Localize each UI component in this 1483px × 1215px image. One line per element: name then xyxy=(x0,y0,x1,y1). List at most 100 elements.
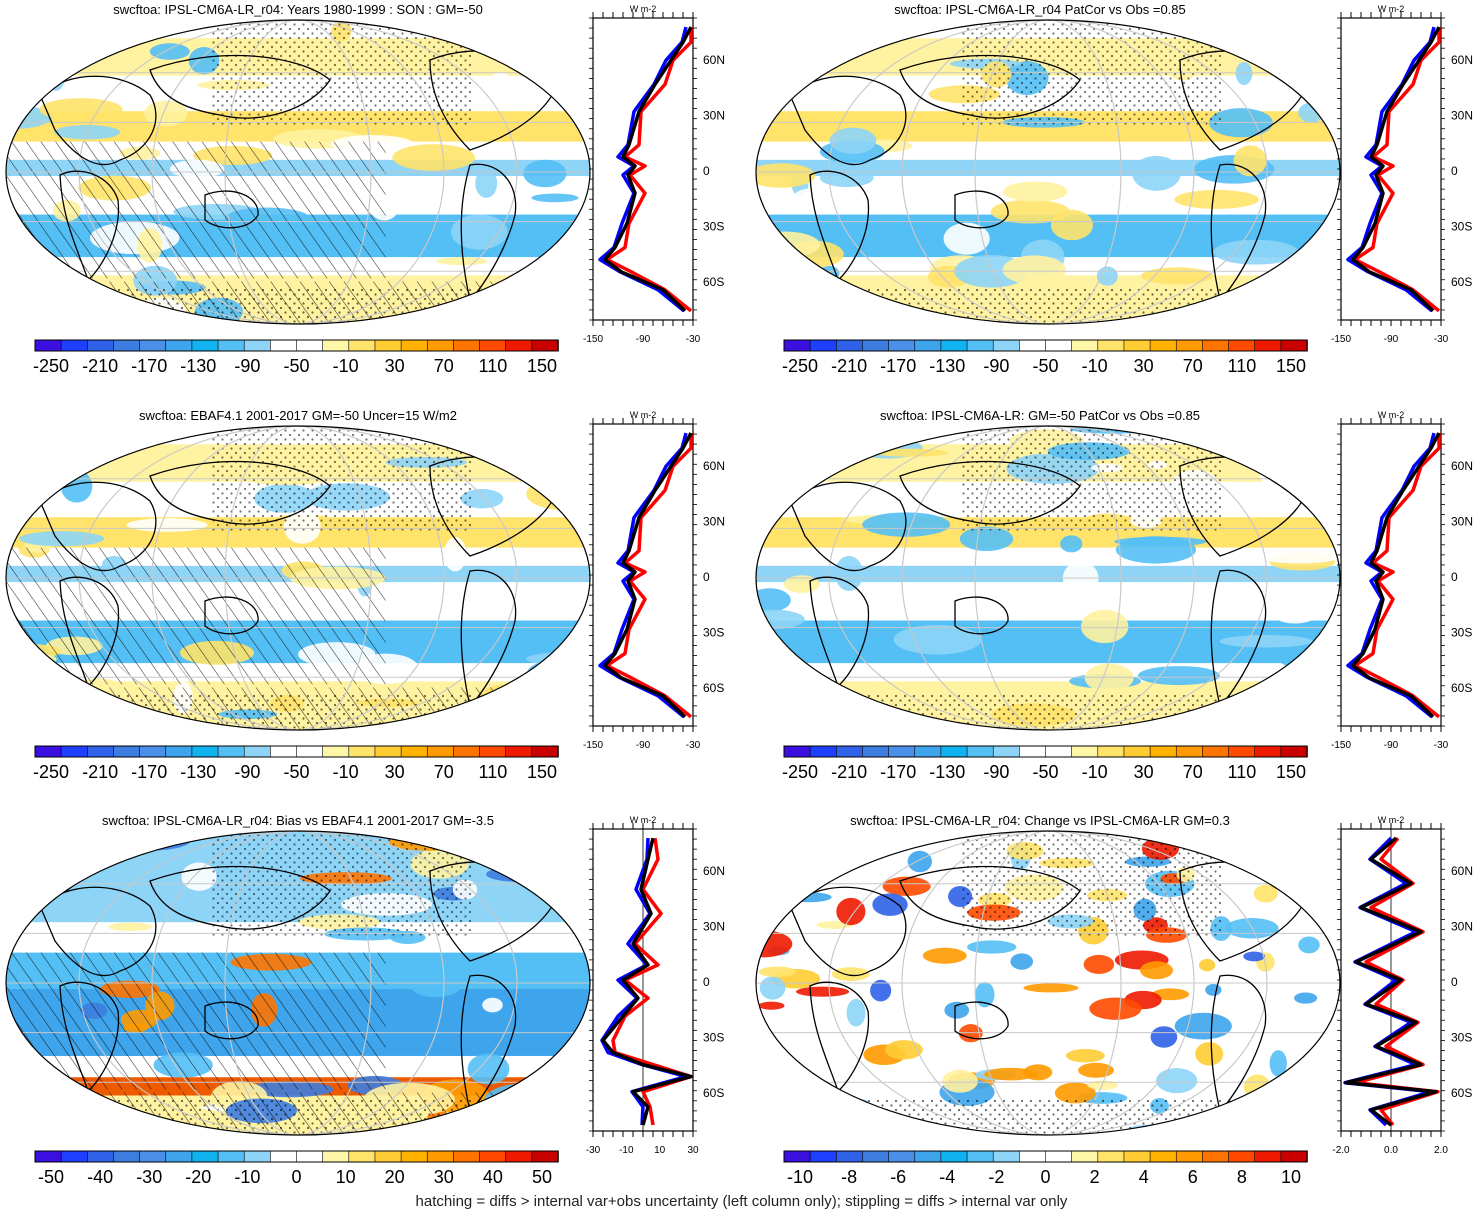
colorbar-tick-label: -250 xyxy=(782,356,818,376)
zonal-mean-plot: W m-2 60N 30N 0 30S 60S -150 -90 -30 xyxy=(1331,4,1473,345)
colorbar-swatch xyxy=(992,339,1021,352)
map-border xyxy=(755,425,1341,731)
colorbar-tick-label: 110 xyxy=(479,762,508,782)
field-blob xyxy=(1205,983,1222,996)
colorbar-swatch xyxy=(1045,745,1073,758)
colorbar-tick-label: 110 xyxy=(1228,356,1257,376)
colorbar-swatch xyxy=(1123,1150,1151,1163)
colorbar-tick-label: -20 xyxy=(185,1167,211,1187)
field-blob xyxy=(1233,1106,1270,1126)
colorbar-swatch xyxy=(914,339,942,352)
graticule-lon xyxy=(151,20,445,324)
field-blob xyxy=(1132,155,1181,191)
zonal-unit-label: W m-2 xyxy=(1378,4,1405,14)
field-blob xyxy=(481,683,558,706)
zonal-x-label: -90 xyxy=(1384,334,1399,345)
zonal-curve xyxy=(1353,433,1441,719)
field-blob xyxy=(944,1001,970,1019)
field-blob xyxy=(821,1096,856,1117)
colorbar-swatch xyxy=(836,339,864,352)
colorbar-swatch xyxy=(1149,339,1178,352)
colorbar-tick-label: -10 xyxy=(1082,356,1108,376)
graticule-lon xyxy=(78,20,518,324)
colorbar-swatch xyxy=(374,1150,402,1163)
stipple-overlay xyxy=(960,20,1224,127)
colorbar-swatch xyxy=(1280,339,1308,352)
colorbar-swatch xyxy=(322,339,350,352)
coastline xyxy=(460,569,517,708)
field-blob xyxy=(6,276,65,297)
field-blob xyxy=(758,966,796,978)
colorbar-tick-label: -10 xyxy=(787,1167,813,1187)
colorbar-tick-label: 70 xyxy=(1183,356,1203,376)
map-panel-4: swcftoa: IPSL-CM6A-LR: GM=-50 PatCor vs … xyxy=(755,408,1473,782)
colorbar-swatch xyxy=(1228,339,1256,352)
coastline xyxy=(39,75,157,166)
map-title: swcftoa: IPSL-CM6A-LR_r04: Change vs IPS… xyxy=(850,813,1230,828)
zonal-x-label: -30 xyxy=(686,334,701,345)
zonal-lat-label: 60N xyxy=(703,864,725,878)
colorbar-swatch xyxy=(862,745,890,758)
colorbar-swatch xyxy=(862,1150,890,1163)
colorbar-swatch xyxy=(940,1150,968,1163)
graticule-lon xyxy=(974,20,1122,324)
colorbar-swatch xyxy=(531,745,559,758)
colorbar-tick-label: -210 xyxy=(82,762,118,782)
field-blob xyxy=(990,199,1070,224)
colorbar-swatch xyxy=(34,1150,62,1163)
field-blob xyxy=(831,426,924,431)
field-blob xyxy=(39,98,123,121)
map-title: swcftoa: EBAF4.1 2001-2017 GM=-50 Uncer=… xyxy=(139,408,457,423)
colorbar-tick-label: -6 xyxy=(890,1167,906,1187)
graticule-lon xyxy=(901,426,1195,730)
field-blob xyxy=(1295,848,1334,872)
stipple-overlay xyxy=(6,287,590,324)
field-blob xyxy=(1137,666,1220,686)
zonal-curve xyxy=(1346,26,1436,313)
zonal-x-label: -30 xyxy=(1434,740,1449,751)
field-blob xyxy=(392,144,476,171)
field-blob xyxy=(959,526,1014,552)
field-blob xyxy=(567,1122,589,1131)
field-blob xyxy=(28,309,123,324)
zonal-mean-plot: W m-2 60N 30N 0 30S 60S -150 -90 -30 xyxy=(583,410,725,751)
stipple-overlay xyxy=(756,693,1340,730)
field-blob xyxy=(967,940,1017,954)
zonal-x-label: 2.0 xyxy=(1434,1145,1448,1156)
colorbar-tick-label: -40 xyxy=(87,1167,113,1187)
field-blob xyxy=(546,1060,569,1097)
colorbar-tick-label: 50 xyxy=(532,1167,552,1187)
zonal-unit-label: W m-2 xyxy=(630,410,657,420)
coastline xyxy=(899,54,1081,119)
colorbar-tick-label: 10 xyxy=(1281,1167,1301,1187)
coastline xyxy=(204,596,259,635)
hatch-overlay xyxy=(6,141,386,279)
map-field xyxy=(756,831,1340,1135)
colorbar-tick-label: -170 xyxy=(131,356,167,376)
map-field-inner xyxy=(756,831,1340,1135)
field-blob xyxy=(1254,548,1340,564)
graticule-lon xyxy=(828,20,1268,324)
coastline xyxy=(954,1001,1009,1040)
colorbar-tick-label: 0 xyxy=(1040,1167,1050,1187)
zonal-curve xyxy=(603,26,693,313)
field-blob xyxy=(489,699,549,721)
coastline xyxy=(809,576,870,688)
field-blob xyxy=(467,1053,510,1085)
field-blob xyxy=(1290,1097,1307,1125)
colorbar-swatch xyxy=(862,339,890,352)
colorbar-tick-label: 150 xyxy=(527,356,557,376)
zonal-lat-label: 60N xyxy=(703,53,725,67)
field-blob xyxy=(443,537,467,572)
colorbar-tick-label: -4 xyxy=(939,1167,955,1187)
colorbar-tick-label: -90 xyxy=(983,762,1009,782)
zonal-lat-label: 30S xyxy=(1451,220,1472,234)
field-blob xyxy=(1023,983,1079,993)
colorbar-swatch xyxy=(783,745,811,758)
field-blob xyxy=(54,125,121,140)
colorbar-swatch xyxy=(888,339,916,352)
zonal-lat-label: 30N xyxy=(703,109,725,123)
zonal-x-label: -150 xyxy=(583,740,603,751)
field-blob xyxy=(19,531,105,547)
